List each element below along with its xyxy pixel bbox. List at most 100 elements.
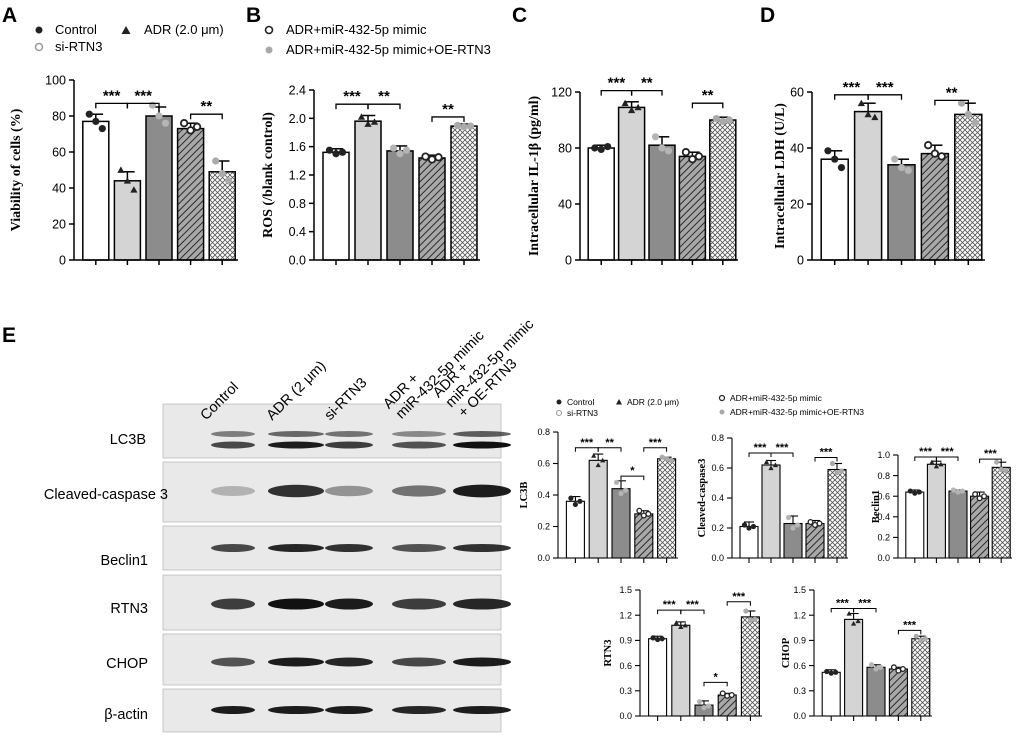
data-point [959,488,966,494]
bar [208,171,236,261]
data-point [824,668,830,675]
data-point [655,636,661,643]
chart-e-beclin1: 0.0 0.2 0.4 0.6 0.8 1.0 Beclin1 *** *** *** [871,446,1012,563]
data-point [747,617,754,623]
legend-ring-dark-icon [264,25,274,35]
y-tick-label: 1.5 [793,585,806,595]
data-point [130,186,138,193]
legend-small-control: Control [567,397,595,407]
significance-bracket [703,681,728,687]
bar [82,120,110,261]
data-point [597,145,605,153]
bar [113,180,142,261]
data-point [719,690,726,697]
data-point [752,616,758,623]
data-point [155,112,163,120]
blot-band [325,544,373,552]
data-point [123,177,131,184]
data-point [938,461,944,467]
bar [176,127,205,261]
y-tick-label: 60 [52,146,66,160]
bar [657,458,677,559]
y-axis-label: Cleaved-caspase3 [697,459,708,538]
data-point [857,99,865,107]
blot-band [453,441,511,449]
blot-band [268,441,324,449]
legend-top: Control ADR (2.0 μm) si-RTN3 ADR+miR-432… [34,22,491,57]
significance-label: *** [103,87,121,104]
significance-label: *** [776,442,790,454]
legend-small-ring-icon [555,409,563,417]
bar [354,120,382,261]
bar [761,464,781,559]
blot-band [392,441,446,449]
data-point [964,110,972,118]
legend-label-mimic: ADR+miR-432-5p mimic [286,22,427,37]
data-point [998,466,1004,473]
data-point [664,147,673,155]
y-tick-label: 80 [52,110,66,124]
significance-label: ** [201,98,213,115]
data-point [971,119,979,127]
blot-band [453,598,511,610]
data-point [370,118,379,125]
data-point [851,621,857,626]
data-point [955,489,961,495]
legend-small-adr: ADR (2.0 μm) [627,397,679,407]
blot-band [325,706,373,714]
y-tick-label: 0.0 [619,711,632,721]
blot-band [325,431,373,437]
data-point [179,119,189,128]
y-tick-label: 0.8 [877,471,890,481]
significance-bracket [620,475,645,481]
data-point [225,177,233,185]
y-tick-label: 0.2 [537,522,550,532]
significance-bracket [770,452,794,457]
y-tick-label: 0 [797,254,804,268]
significance-bracket [814,457,838,462]
data-point [192,122,202,131]
data-point [460,123,468,131]
y-tick-label: 20 [52,218,66,232]
legend-small-ring-dark-icon [718,394,726,402]
significance-bracket [630,89,663,96]
legend-triangle-icon [121,26,131,34]
y-tick-label: 0.6 [877,491,890,501]
data-point [161,119,170,127]
significance-label: ** [605,437,614,449]
legend-item-mimic: ADR+miR-432-5p mimic [264,22,427,37]
bar [450,125,478,261]
data-point [816,520,823,527]
bar [911,638,931,717]
data-point [572,501,579,508]
legend-small: Control ADR (2.0 μm) si-RTN3 ADR+miR-432… [555,393,864,418]
legend-dot-light-icon [265,46,273,54]
data-point [834,469,840,476]
data-point [645,510,652,517]
bar [920,152,950,261]
data-point [972,491,979,498]
bar [827,468,847,559]
significance-label: *** [134,87,152,104]
bar [970,495,990,559]
data-point [1003,467,1009,474]
significance-label: *** [941,446,955,458]
bar [844,618,864,717]
y-tick-label: 0.6 [711,463,724,473]
significance-label: *** [919,446,933,458]
bar [648,144,676,261]
data-point [897,164,906,172]
data-point [701,705,707,711]
data-point [741,522,748,528]
data-point [389,144,398,152]
bar [888,668,908,717]
bar [905,491,925,559]
data-point [890,664,897,671]
significance-bracket [367,103,401,110]
legend-label-oe: ADR+miR-432-5p mimic+OE-RTN3 [286,42,491,57]
data-point [790,525,796,531]
y-tick-label: 0 [565,254,572,268]
blot-band [211,544,255,552]
